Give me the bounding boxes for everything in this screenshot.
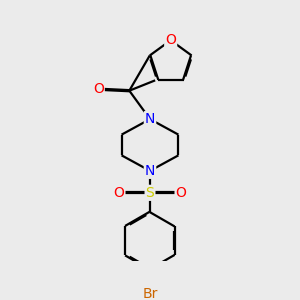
Text: S: S — [146, 186, 154, 200]
Text: O: O — [113, 186, 124, 200]
Text: N: N — [145, 112, 155, 126]
Text: O: O — [93, 82, 104, 96]
Text: Br: Br — [142, 287, 158, 300]
Text: O: O — [176, 186, 187, 200]
Text: N: N — [145, 164, 155, 178]
Text: O: O — [165, 33, 176, 47]
